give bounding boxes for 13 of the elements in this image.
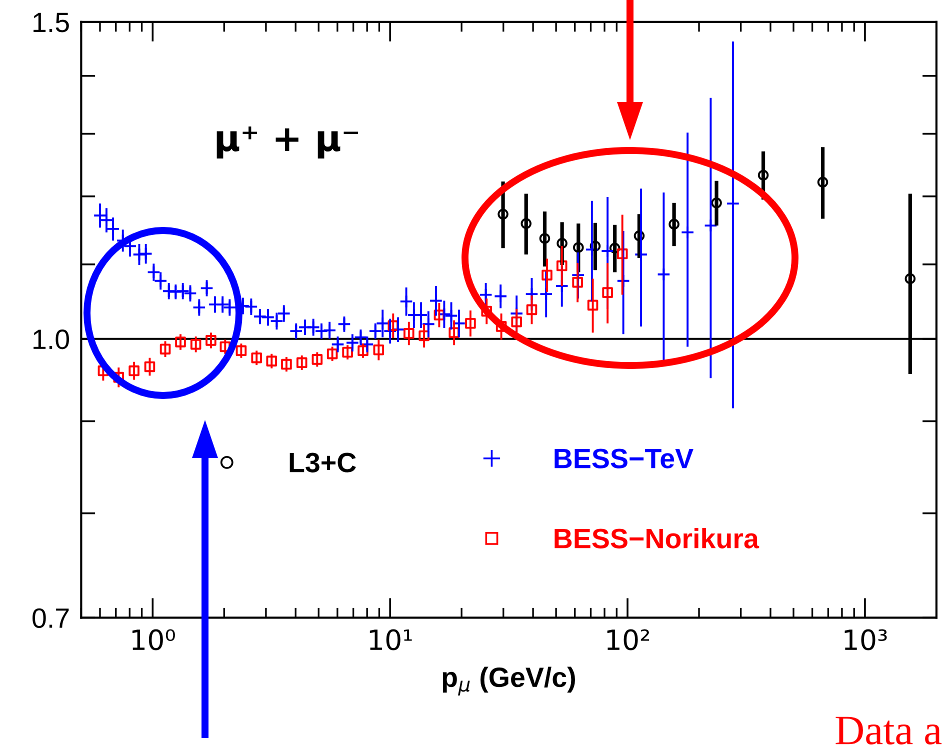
legend-label: BESS−Norikura <box>554 528 760 548</box>
text: Data a <box>836 716 942 745</box>
x-tick-label: 10³ <box>844 629 887 650</box>
y-tick-label: 0.7 <box>32 608 69 628</box>
legend-label: BESS−TeV <box>554 448 694 468</box>
x-tick-label: 10⁰ <box>132 629 175 650</box>
legend-label: L3+C <box>290 452 356 472</box>
x-axis-title: p$_{μ}$ (GeV/c) <box>442 666 575 696</box>
annotation: μ⁺ + μ⁻ <box>216 126 358 159</box>
x-tick-label: 10² <box>607 629 650 650</box>
x-tick-label: 10¹ <box>370 629 412 650</box>
y-tick-label: 1.0 <box>34 330 69 350</box>
y-tick-label: 1.5 <box>34 12 69 32</box>
